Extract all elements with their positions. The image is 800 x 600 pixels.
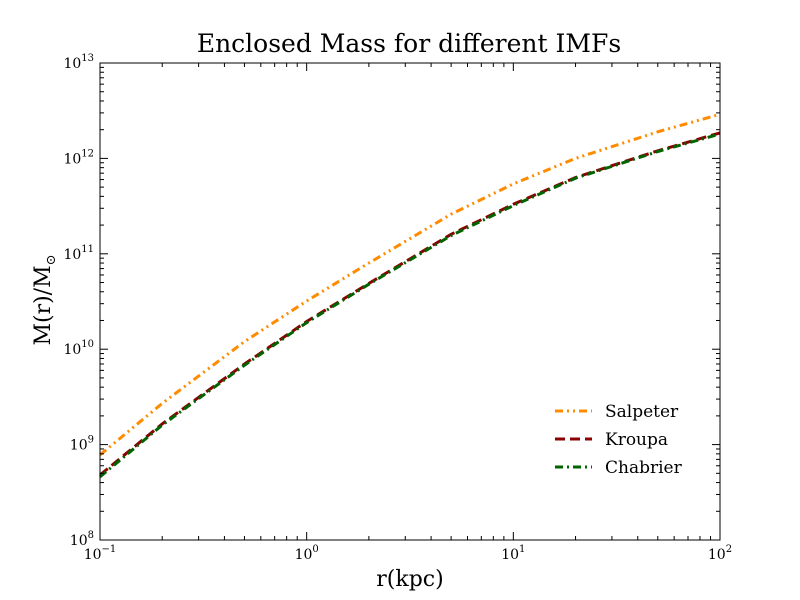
y-tick-label-exp: 8 bbox=[88, 530, 94, 541]
legend-label-kroupa: Kroupa bbox=[605, 430, 668, 450]
y-tick-label: 109 bbox=[70, 435, 94, 454]
series-line-kroupa bbox=[99, 131, 721, 477]
y-tick-label-base: 10 bbox=[63, 342, 81, 358]
series-line-salpeter bbox=[99, 112, 721, 457]
y-tick-label-base: 10 bbox=[63, 247, 81, 263]
y-axis-label: M(r)/M⊙ bbox=[31, 254, 59, 345]
x-tick-label: 102 bbox=[708, 544, 732, 563]
x-tick-label-exp: 0 bbox=[312, 544, 318, 555]
y-tick-label-exp: 9 bbox=[88, 435, 94, 446]
y-tick-label: 1013 bbox=[63, 53, 94, 72]
legend-label-chabrier: Chabrier bbox=[605, 458, 683, 478]
y-tick-label-exp: 10 bbox=[81, 339, 94, 350]
y-axis-label-sub: ⊙ bbox=[44, 254, 59, 265]
plot-frame bbox=[99, 62, 721, 541]
y-tick-label-exp: 13 bbox=[81, 53, 94, 64]
x-tick-label: 10−1 bbox=[84, 544, 117, 563]
y-tick-label: 1012 bbox=[63, 148, 94, 167]
x-axis-label: r(kpc) bbox=[376, 567, 443, 592]
y-tick-label-base: 10 bbox=[63, 56, 81, 72]
y-tick-label-base: 10 bbox=[70, 438, 88, 454]
y-tick-label-base: 10 bbox=[70, 533, 88, 549]
series-line-chabrier bbox=[99, 132, 721, 478]
y-axis-label-main: M(r)/M bbox=[31, 265, 56, 345]
chart-title: Enclosed Mass for different IMFs bbox=[197, 29, 621, 58]
y-tick-label: 108 bbox=[70, 530, 94, 549]
plot-lines bbox=[99, 112, 721, 478]
x-tick-label-base: 10 bbox=[501, 547, 519, 563]
y-tick-label-exp: 12 bbox=[81, 148, 94, 159]
x-tick-label-exp: 2 bbox=[726, 544, 732, 555]
x-tick-label: 101 bbox=[501, 544, 525, 563]
x-tick-label: 100 bbox=[295, 544, 319, 563]
x-tick-label-base: 10 bbox=[295, 547, 313, 563]
x-tick-label-exp: −1 bbox=[102, 544, 117, 555]
y-tick-label-exp: 11 bbox=[81, 244, 94, 255]
y-tick-label: 1010 bbox=[63, 339, 94, 358]
y-tick-label-base: 10 bbox=[63, 151, 81, 167]
x-tick-label-base: 10 bbox=[84, 547, 102, 563]
x-tick-label-exp: 1 bbox=[519, 544, 525, 555]
legend: Salpeter Kroupa Chabrier bbox=[555, 402, 683, 478]
x-tick-label-base: 10 bbox=[708, 547, 726, 563]
y-tick-label: 1011 bbox=[63, 244, 94, 263]
legend-label-salpeter: Salpeter bbox=[605, 402, 679, 422]
